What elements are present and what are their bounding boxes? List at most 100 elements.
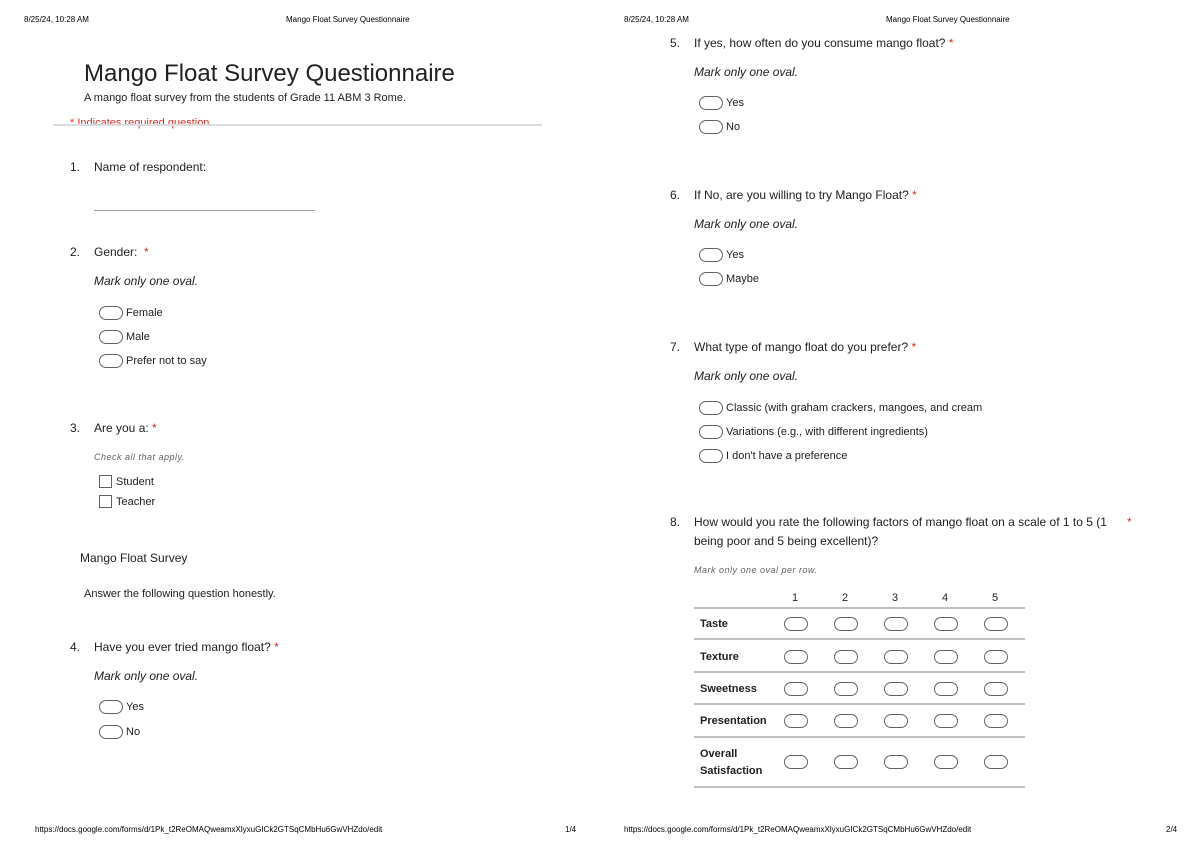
instruction: Mark only one oval.: [94, 669, 199, 683]
grid-divider: [694, 607, 1025, 609]
option-label: No: [726, 121, 741, 133]
radio-variations[interactable]: [699, 425, 723, 439]
radio-yes[interactable]: [699, 96, 723, 110]
row-label-overall: Overall: [700, 748, 738, 760]
row-label-sweetness: Sweetness: [700, 683, 757, 695]
checkbox-teacher[interactable]: [99, 495, 112, 508]
rating-radio-overall-satisfaction-2[interactable]: [834, 755, 858, 769]
rating-radio-taste-1[interactable]: [784, 617, 808, 631]
grid-divider: [694, 703, 1025, 705]
rating-radio-overall-satisfaction-1[interactable]: [784, 755, 808, 769]
question-text: If yes, how often do you consume mango f…: [694, 36, 954, 50]
rating-radio-taste-3[interactable]: [884, 617, 908, 631]
rating-radio-texture-4[interactable]: [934, 650, 958, 664]
radio-classic[interactable]: [699, 401, 723, 415]
question-label: Have you ever tried mango float?: [94, 640, 271, 654]
question-number: 6.: [670, 188, 681, 202]
section-title: Mango Float Survey: [80, 551, 188, 565]
form-description: A mango float survey from the students o…: [84, 92, 407, 104]
rating-radio-presentation-2[interactable]: [834, 714, 858, 728]
grid-divider: [694, 786, 1025, 788]
rating-radio-sweetness-5[interactable]: [984, 682, 1008, 696]
rating-radio-taste-4[interactable]: [934, 617, 958, 631]
option-label: Prefer not to say: [126, 355, 207, 367]
question-text: How would you rate the following factors…: [694, 515, 1107, 529]
question-number: 1.: [70, 160, 81, 174]
required-star: *: [1127, 515, 1132, 529]
instruction: Mark only one oval.: [694, 369, 799, 383]
rating-radio-overall-satisfaction-4[interactable]: [934, 755, 958, 769]
radio-no[interactable]: [699, 120, 723, 134]
required-star: *: [144, 245, 149, 259]
required-star: *: [911, 340, 917, 354]
option-label: Yes: [726, 249, 744, 261]
rating-radio-taste-5[interactable]: [984, 617, 1008, 631]
grid-divider: [694, 736, 1025, 738]
rating-radio-texture-2[interactable]: [834, 650, 858, 664]
rating-radio-texture-3[interactable]: [884, 650, 908, 664]
footer-url: https://docs.google.com/forms/d/1Pk_t2Re…: [624, 825, 972, 834]
rating-radio-texture-5[interactable]: [984, 650, 1008, 664]
rating-radio-sweetness-1[interactable]: [784, 682, 808, 696]
footer-url: https://docs.google.com/forms/d/1Pk_t2Re…: [35, 825, 383, 834]
option-label: Student: [116, 476, 154, 488]
option-label: Female: [126, 307, 163, 319]
rating-radio-sweetness-2[interactable]: [834, 682, 858, 696]
option-label: Classic (with graham crackers, mangoes, …: [726, 402, 983, 414]
radio-no-preference[interactable]: [699, 449, 723, 463]
radio-yes[interactable]: [699, 248, 723, 262]
column-header: 2: [841, 592, 849, 604]
page-number: 2/4: [1166, 825, 1178, 834]
required-star: *: [912, 188, 917, 202]
rating-radio-sweetness-3[interactable]: [884, 682, 908, 696]
option-label: No: [126, 726, 141, 738]
question-number: 3.: [70, 421, 81, 435]
radio-yes[interactable]: [99, 700, 123, 714]
option-label: Variations (e.g., with different ingredi…: [726, 426, 928, 438]
option-label: Yes: [126, 701, 144, 713]
radio-maybe[interactable]: [699, 272, 723, 286]
question-text: Gender: *: [94, 245, 149, 259]
radio-male[interactable]: [99, 330, 123, 344]
question-text: What type of mango float do you prefer? …: [694, 340, 916, 354]
instruction: Check all that apply.: [94, 452, 185, 462]
rating-radio-sweetness-4[interactable]: [934, 682, 958, 696]
question-text: Name of respondent:: [94, 160, 207, 174]
rating-radio-texture-1[interactable]: [784, 650, 808, 664]
print-doc-title: Mango Float Survey Questionnaire: [286, 15, 410, 24]
rating-radio-presentation-1[interactable]: [784, 714, 808, 728]
question-text-cont: being poor and 5 being excellent)?: [694, 534, 879, 548]
option-label: Maybe: [726, 273, 760, 285]
rating-radio-presentation-3[interactable]: [884, 714, 908, 728]
question-number: 8.: [670, 515, 681, 529]
rating-radio-overall-satisfaction-5[interactable]: [984, 755, 1008, 769]
required-star: *: [274, 640, 279, 654]
rating-radio-taste-2[interactable]: [834, 617, 858, 631]
radio-no[interactable]: [99, 725, 123, 739]
question-label: Gender:: [94, 245, 138, 259]
rating-radio-presentation-5[interactable]: [984, 714, 1008, 728]
row-label-texture: Texture: [700, 651, 739, 663]
question-number: 5.: [670, 36, 681, 50]
rating-radio-presentation-4[interactable]: [934, 714, 958, 728]
column-header: 4: [941, 592, 949, 604]
question-text: If No, are you willing to try Mango Floa…: [694, 188, 917, 202]
column-header: 5: [991, 592, 999, 604]
name-answer-line[interactable]: [94, 210, 315, 211]
option-label: Teacher: [116, 496, 156, 508]
required-star: *: [948, 36, 954, 50]
question-label: If yes, how often do you consume mango f…: [694, 36, 946, 50]
question-number: 4.: [70, 640, 81, 654]
option-label: Male: [126, 331, 150, 343]
required-star: *: [152, 421, 157, 435]
form-title: Mango Float Survey Questionnaire: [84, 60, 455, 87]
radio-prefer-not[interactable]: [99, 354, 123, 368]
rating-radio-overall-satisfaction-3[interactable]: [884, 755, 908, 769]
divider: [53, 124, 542, 126]
instruction: Mark only one oval.: [694, 217, 799, 231]
radio-female[interactable]: [99, 306, 123, 320]
checkbox-student[interactable]: [99, 475, 112, 488]
instruction: Mark only one oval.: [94, 274, 199, 288]
page-number: 1/4: [565, 825, 577, 834]
question-label: If No, are you willing to try Mango Floa…: [694, 188, 909, 202]
